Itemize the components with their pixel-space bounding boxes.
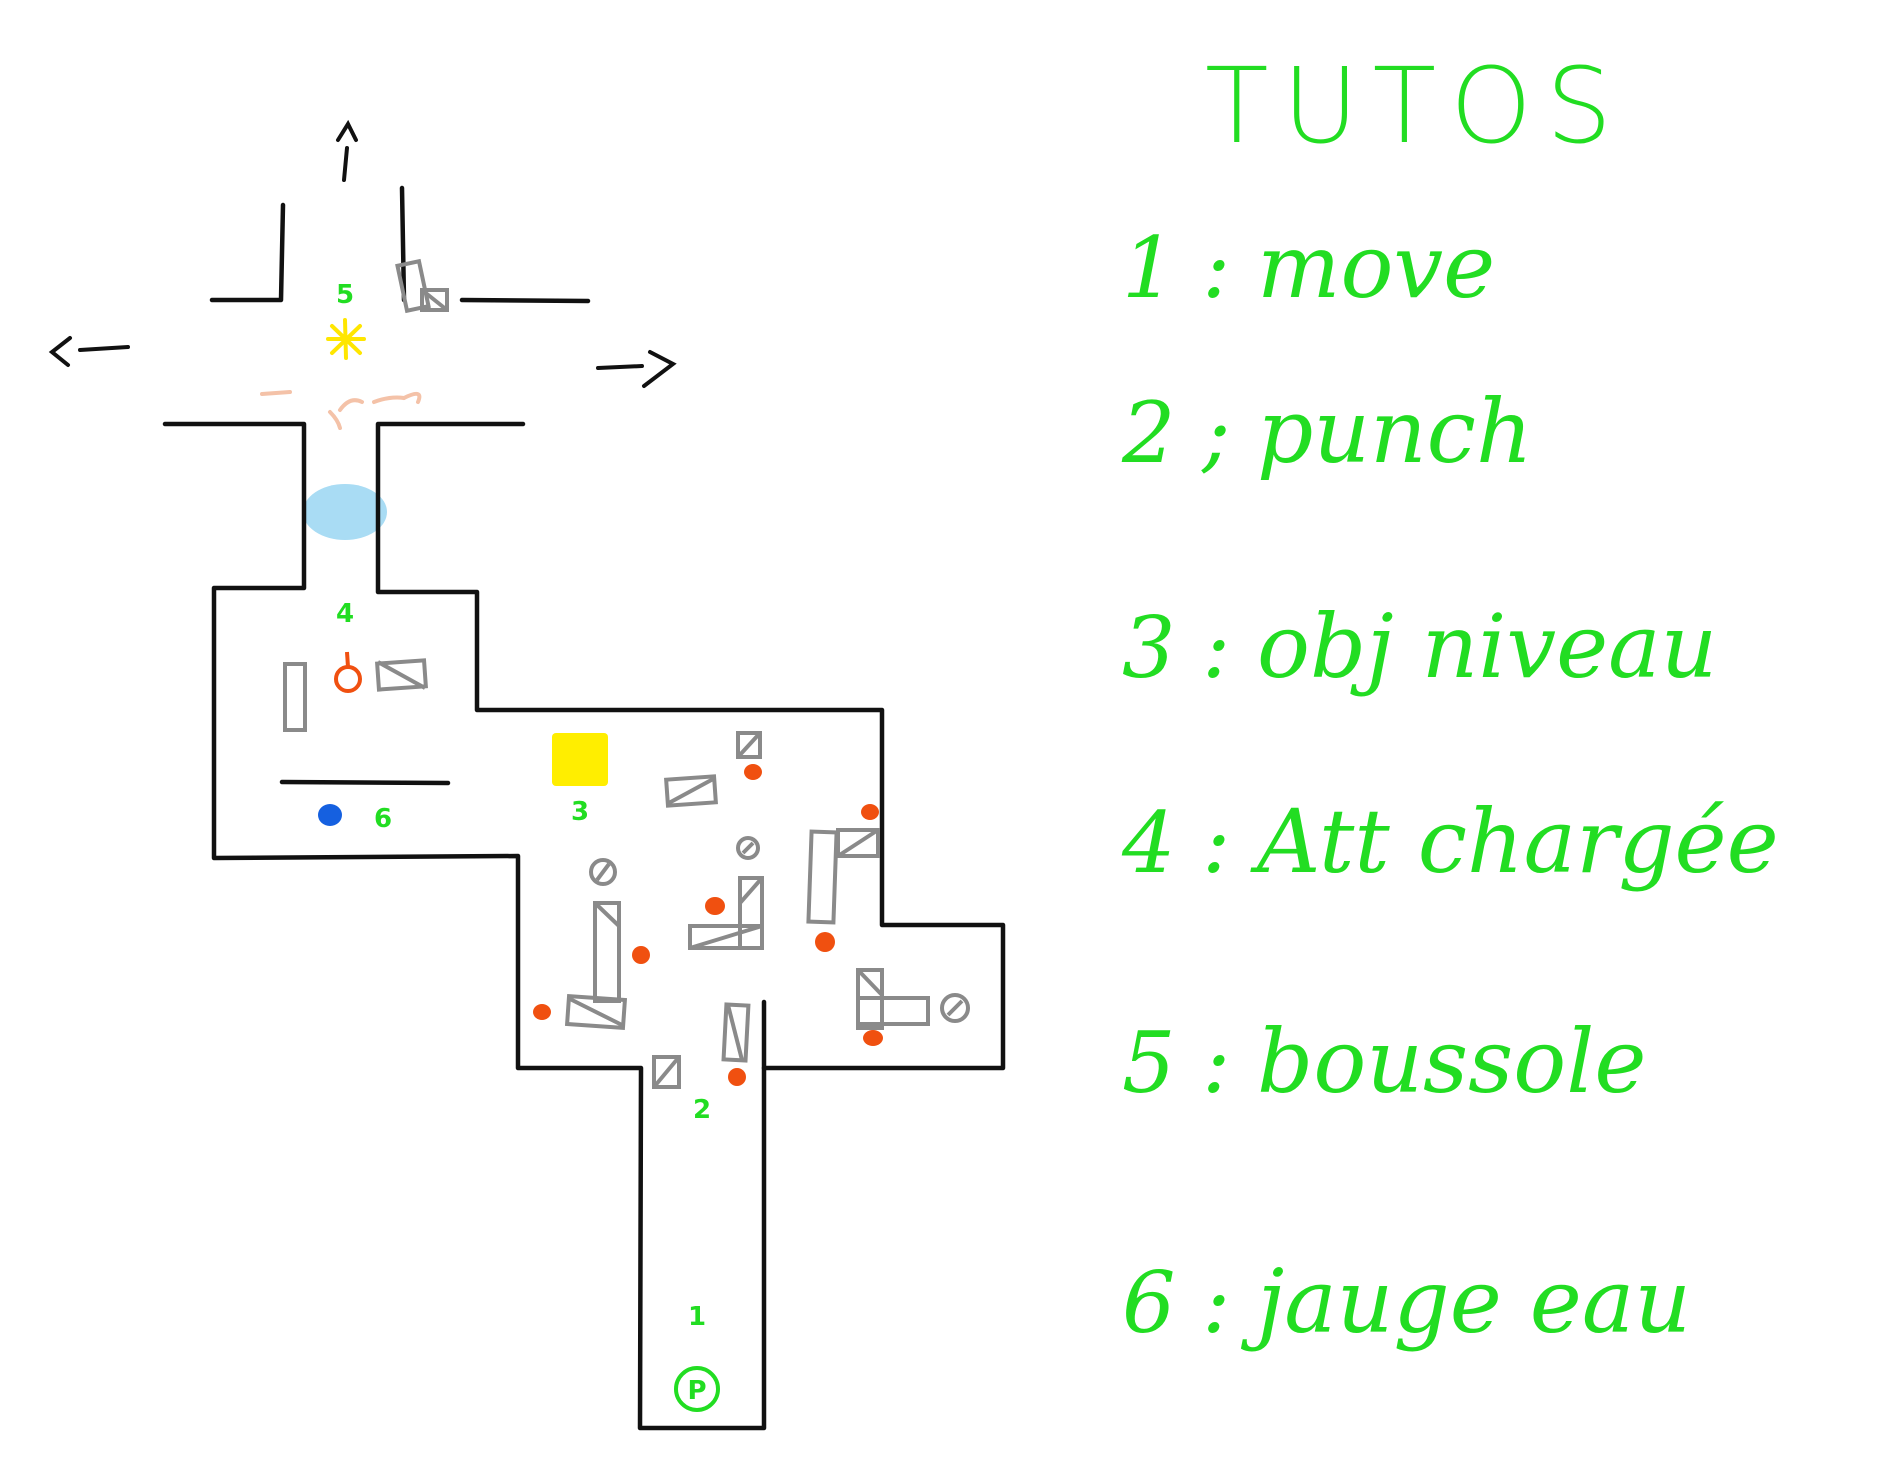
legend-item-boussole: 5 : boussole [1122,1010,1647,1113]
walls [162,185,1006,1431]
crate-icon [283,258,930,1089]
marker-1: 1 [688,1302,706,1332]
tutorial-legend: TUTOS 1 : move 2 ; punch 3 : obj niveau 4 :… [1100,0,1889,1459]
legend-item-text: obj niveau [1257,595,1718,698]
marker-6: 6 [374,804,392,834]
water-gauge-icon [318,804,342,826]
legend-item-number: 5 : [1122,1014,1231,1112]
objective-icon [552,733,608,786]
legend-item-text: boussole [1257,1010,1647,1113]
legend-item-text: jauge eau [1257,1250,1692,1353]
marker-4: 4 [336,599,354,629]
legend-item-punch: 2 ; punch [1122,380,1533,483]
arrow-right-icon [596,350,677,388]
legend-item-number: 3 : [1122,599,1231,697]
legend-item-number: 2 ; [1122,384,1231,482]
compass-icon [326,318,366,360]
legend-item-obj-niveau: 3 : obj niveau [1122,595,1717,698]
player-start-label: P [687,1376,706,1406]
legend-item-number: 1 : [1122,219,1231,317]
legend-item-text: punch [1257,380,1533,483]
level-map: P 1 2 3 4 5 6 [48,119,1006,1431]
arrow-up-icon [336,119,358,182]
charged-attack-icon [334,651,362,693]
legend-title: TUTOS [1205,45,1627,167]
water-puddle-icon [303,484,387,540]
legend-item-number: 6 : [1122,1254,1231,1352]
marker-5: 5 [336,280,354,310]
arrow-left-icon [48,336,130,367]
legend-item-move: 1 : move [1122,215,1495,318]
player-start-icon: P [674,1366,720,1412]
legend-item-jauge-eau: 6 : jauge eau [1122,1250,1691,1353]
marker-3: 3 [571,797,589,827]
barrel-icon [589,836,970,1023]
legend-item-text: move [1257,215,1496,318]
legend-item-number: 4 : [1122,794,1231,892]
enemy-icon [533,764,883,1086]
door-transition [260,390,422,430]
legend-item-text: Att chargée [1257,790,1779,893]
marker-2: 2 [693,1095,711,1125]
legend-item-att-chargee: 4 : Att chargée [1122,790,1779,893]
